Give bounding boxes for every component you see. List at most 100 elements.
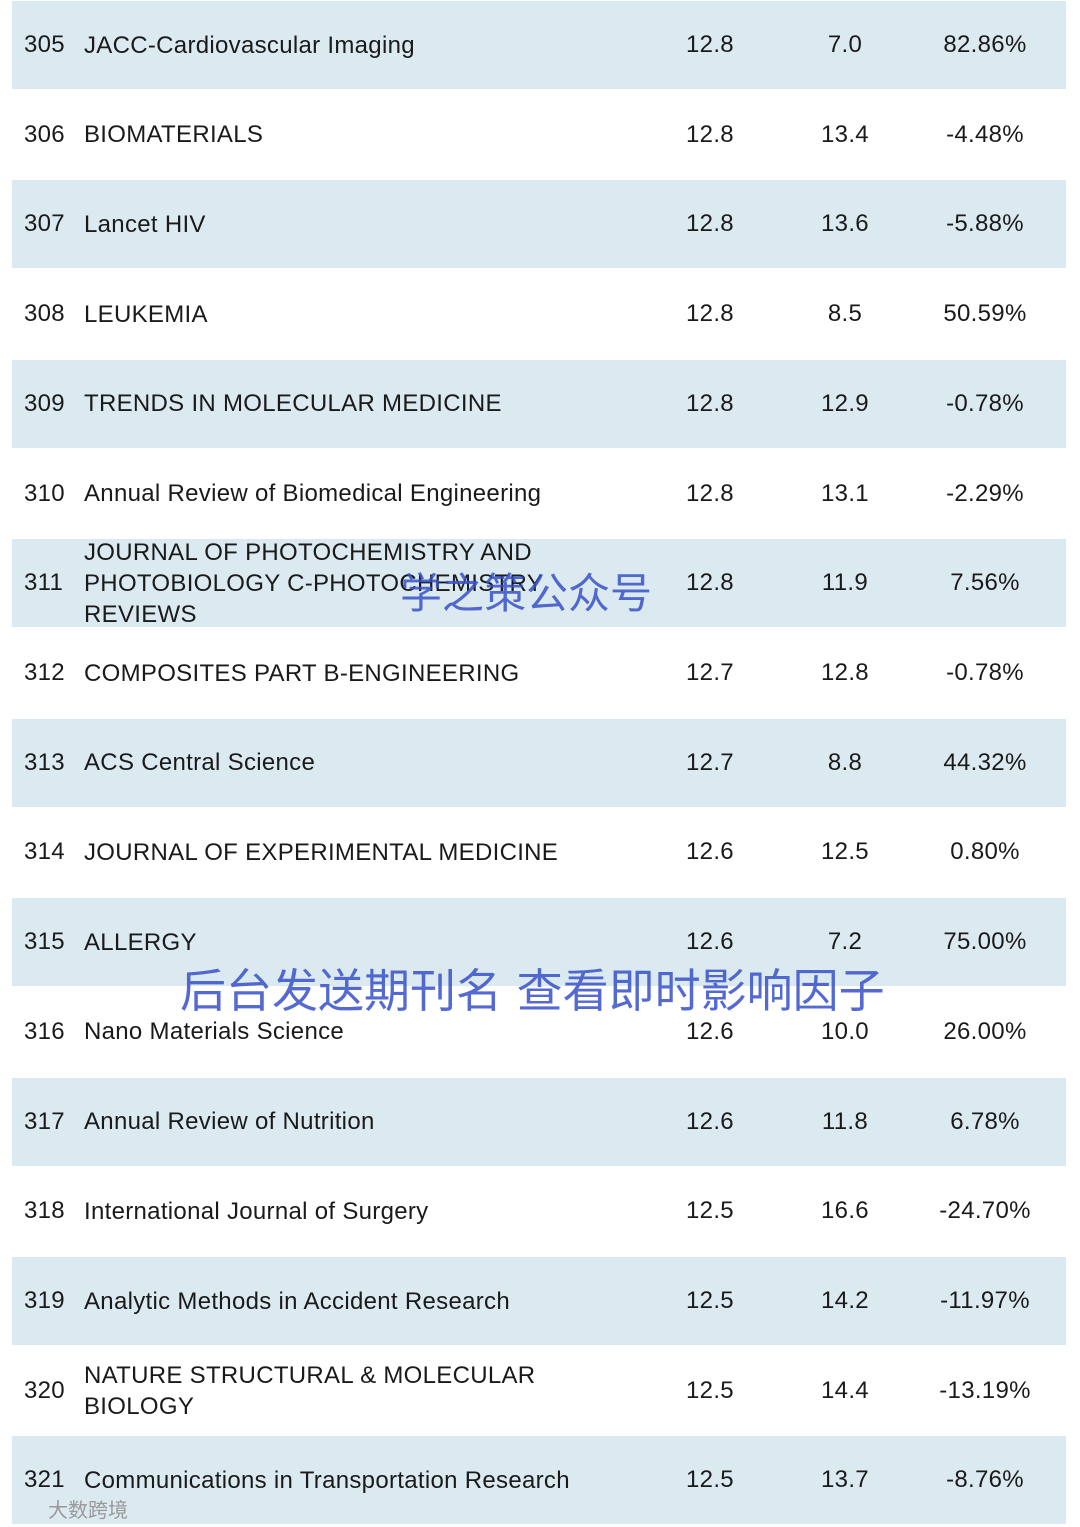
cell-if: 12.6 [686,1107,734,1135]
table-row: 317 Annual Review of Nutrition 12.6 11.8 6.7… [12,1077,1066,1166]
cell-if: 12.6 [686,838,734,866]
table-row: 305 JACC-Cardiovascular Imaging 12.8 7.0 82.… [12,1,1066,89]
watermark: 学之策公众号 [400,569,653,618]
rank: 311 [24,569,64,597]
cell-prev: 7.0 [827,31,863,58]
name-line: NATURE STRUCTURAL & MOLECULAR [84,1361,536,1389]
journal-name: ACS Central Science [84,719,644,807]
cell-change: -13.19% [939,1376,1031,1404]
journal-name: JOURNAL OF PHOTOCHEMISTRY AND PHOTOBIOLOG… [84,538,644,628]
cell-if: 12.5 [686,1376,734,1404]
table-row: 314 JOURNAL OF EXPERIMENTAL MEDICINE 12.6 1… [12,808,1066,896]
journal-name: JACC-Cardiovascular Imaging [84,1,644,89]
cell-change: 6.78% [950,1107,1020,1135]
name-line: BIOLOGY [84,1392,195,1420]
rank: 305 [24,31,65,58]
name-line: Lancet HIV [84,210,206,238]
table-row: 310 Annual Review of Biomedical Engineeri… [12,450,1066,538]
name-line: International Journal of Surgery [84,1197,429,1225]
rank: 313 [24,748,65,776]
table-row: 308 LEUKEMIA 12.8 8.5 50.59% [12,270,1066,358]
name-line: Annual Review of Biomedical Engineering [84,480,542,508]
cell-change: 26.00% [943,1017,1027,1045]
cell-if: 12.8 [686,210,734,238]
table-row: 313 ACS Central Science 12.7 8.8 44.32% [12,718,1066,807]
cell-if: 12.8 [686,31,734,58]
journal-name: International Journal of Surgery [84,1167,644,1255]
rank: 317 [24,1107,65,1135]
watermark: 后台发送期刊名 查看即时影响因子 [180,964,885,1018]
journal-name: ALLERGY [84,898,644,986]
name-line: REVIEWS [84,600,197,628]
cell-change: -4.48% [946,120,1024,148]
table-row: 307 Lancet HIV 12.8 13.6 -5.88% [12,180,1066,269]
cell-if: 12.8 [686,479,734,507]
rank: 307 [24,210,65,238]
cell-change: 0.80% [950,838,1020,866]
cell-change: -2.29% [946,479,1024,507]
cell-change: -0.78% [946,389,1024,417]
journal-name: BIOMATERIALS [84,91,644,179]
name-line: ACS Central Science [84,749,316,777]
cell-prev: 13.6 [821,210,869,238]
cell-change: -5.88% [946,210,1024,238]
rank: 308 [24,300,65,328]
rank: 306 [24,120,65,148]
cell-prev: 13.4 [821,120,869,148]
cell-prev: 13.7 [821,1466,869,1494]
name-line: ALLERGY [84,928,197,956]
journal-name: JOURNAL OF EXPERIMENTAL MEDICINE [84,808,644,896]
cell-prev: 12.5 [821,838,869,866]
name-line: JOURNAL OF PHOTOCHEMISTRY AND [84,538,532,566]
cell-prev: 8.8 [827,748,863,776]
cell-prev: 12.8 [821,659,869,687]
table-row: 316 Nano Materials Science 12.6 10.0 26.00% [12,988,1066,1076]
name-line: Analytic Methods in Accident Research [84,1287,510,1315]
rank: 320 [24,1376,65,1404]
table-row: 309 TRENDS IN MOLECULAR MEDICINE 12.8 12.9 -… [12,359,1066,448]
cell-change: -24.70% [939,1197,1031,1225]
cell-prev: 16.6 [821,1197,869,1225]
cell-if: 12.5 [686,1287,734,1315]
cell-change: 44.32% [943,748,1027,776]
cell-if: 12.8 [686,300,734,328]
name-line: Nano Materials Science [84,1018,345,1046]
journal-name: LEUKEMIA [84,270,644,358]
cell-if: 12.8 [686,120,734,148]
table-row: 318 International Journal of Surgery 12.5 1… [12,1167,1066,1255]
rank: 319 [24,1287,65,1315]
table-row: 315 ALLERGY 12.6 7.2 75.00% [12,898,1066,987]
rank: 309 [24,389,65,417]
rank: 310 [24,479,65,507]
rank: 321 [24,1466,65,1494]
name-line: BIOMATERIALS [84,121,264,149]
rank: 316 [24,1017,65,1045]
cell-change: -11.97% [940,1287,1030,1315]
cell-prev: 14.2 [821,1287,869,1315]
rank: 318 [24,1197,65,1225]
name-line: JACC-Cardiovascular Imaging [84,31,415,59]
cell-change: -0.78% [946,659,1024,687]
journal-name: Annual Review of Nutrition [84,1078,644,1166]
cell-prev: 7.2 [827,928,863,956]
cell-change: 50.59% [943,300,1027,328]
cell-change: 82.86% [943,31,1027,58]
cell-prev: 14.4 [821,1376,869,1404]
rank: 314 [24,838,65,866]
journal-name: Nano Materials Science [84,988,644,1076]
journal-name: COMPOSITES PART B-ENGINEERING [84,629,644,717]
name-line: COMPOSITES PART B-ENGINEERING [84,659,520,687]
cell-prev: 13.1 [821,479,869,507]
cell-prev: 11.9 [821,569,869,597]
journal-name: Annual Review of Biomedical Engineering [84,450,644,538]
table-row: 321 Communications in Transportation Rese… [12,1436,1066,1525]
cell-change: -8.76% [946,1466,1024,1494]
table-row: 306 BIOMATERIALS 12.8 13.4 -4.48% [12,91,1066,179]
name-line: TRENDS IN MOLECULAR MEDICINE [84,390,502,418]
cell-if: 12.6 [686,1017,734,1045]
name-line: JOURNAL OF EXPERIMENTAL MEDICINE [84,838,559,866]
cell-if: 12.5 [686,1466,734,1494]
table-row: 311 JOURNAL OF PHOTOCHEMISTRY AND PHOTOBIO… [12,538,1066,628]
cell-if: 12.7 [686,748,734,776]
